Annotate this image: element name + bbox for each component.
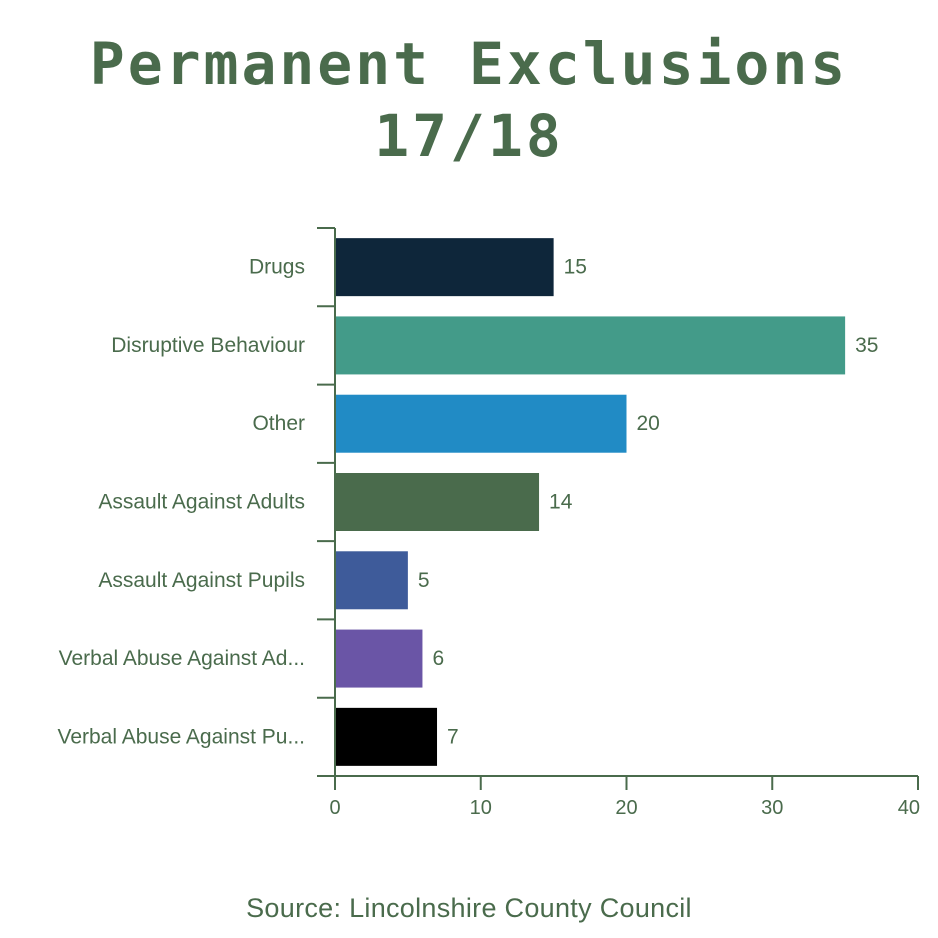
data-label-5: 5 bbox=[418, 569, 430, 592]
category-label-2: Disruptive Behaviour bbox=[111, 334, 305, 357]
bars-layer bbox=[335, 238, 846, 766]
category-label-6: Verbal Abuse Against Ad... bbox=[59, 647, 305, 670]
data-label-4: 14 bbox=[549, 491, 573, 514]
data-label-1: 15 bbox=[564, 256, 587, 279]
data-label-7: 7 bbox=[447, 725, 459, 748]
labels-layer: 15 Drugs 35 Disruptive Behaviour 20 Other 14 As… bbox=[57, 256, 920, 819]
x-tick-label-10: 10 bbox=[470, 797, 492, 819]
data-label-6: 6 bbox=[432, 647, 444, 670]
category-label-3: Other bbox=[252, 412, 305, 435]
x-tick-label-40: 40 bbox=[898, 797, 920, 819]
bar-6 bbox=[335, 629, 423, 688]
category-label-1: Drugs bbox=[249, 256, 305, 279]
bar-2 bbox=[335, 316, 846, 375]
x-tick-label-30: 30 bbox=[761, 797, 783, 819]
bar-3 bbox=[335, 394, 627, 453]
x-tick-label-20: 20 bbox=[615, 797, 637, 819]
category-label-7: Verbal Abuse Against Pu... bbox=[57, 725, 305, 748]
chart-title-line-2: 17/18 bbox=[374, 102, 564, 170]
chart-title-line-1: Permanent Exclusions bbox=[89, 30, 849, 98]
x-tick-label-0: 0 bbox=[329, 797, 340, 819]
axes-layer bbox=[317, 227, 919, 790]
bar-7 bbox=[335, 707, 438, 766]
bar-1 bbox=[335, 238, 554, 297]
bar-4 bbox=[335, 473, 540, 531]
data-label-3: 20 bbox=[637, 412, 660, 435]
chart-title: Permanent Exclusions 17/18 bbox=[0, 28, 938, 172]
category-label-5: Assault Against Pupils bbox=[98, 569, 305, 592]
source-note: Source: Lincolnshire County Council bbox=[246, 893, 692, 923]
category-label-4: Assault Against Adults bbox=[98, 491, 305, 514]
data-label-2: 35 bbox=[855, 334, 878, 357]
bar-5 bbox=[335, 551, 408, 610]
